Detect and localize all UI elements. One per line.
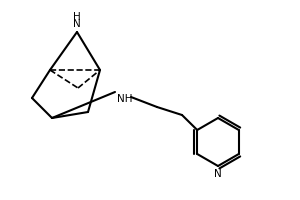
Text: N: N <box>73 19 81 29</box>
Text: N: N <box>214 169 222 179</box>
Text: H: H <box>73 12 81 22</box>
Text: NH: NH <box>117 94 133 104</box>
